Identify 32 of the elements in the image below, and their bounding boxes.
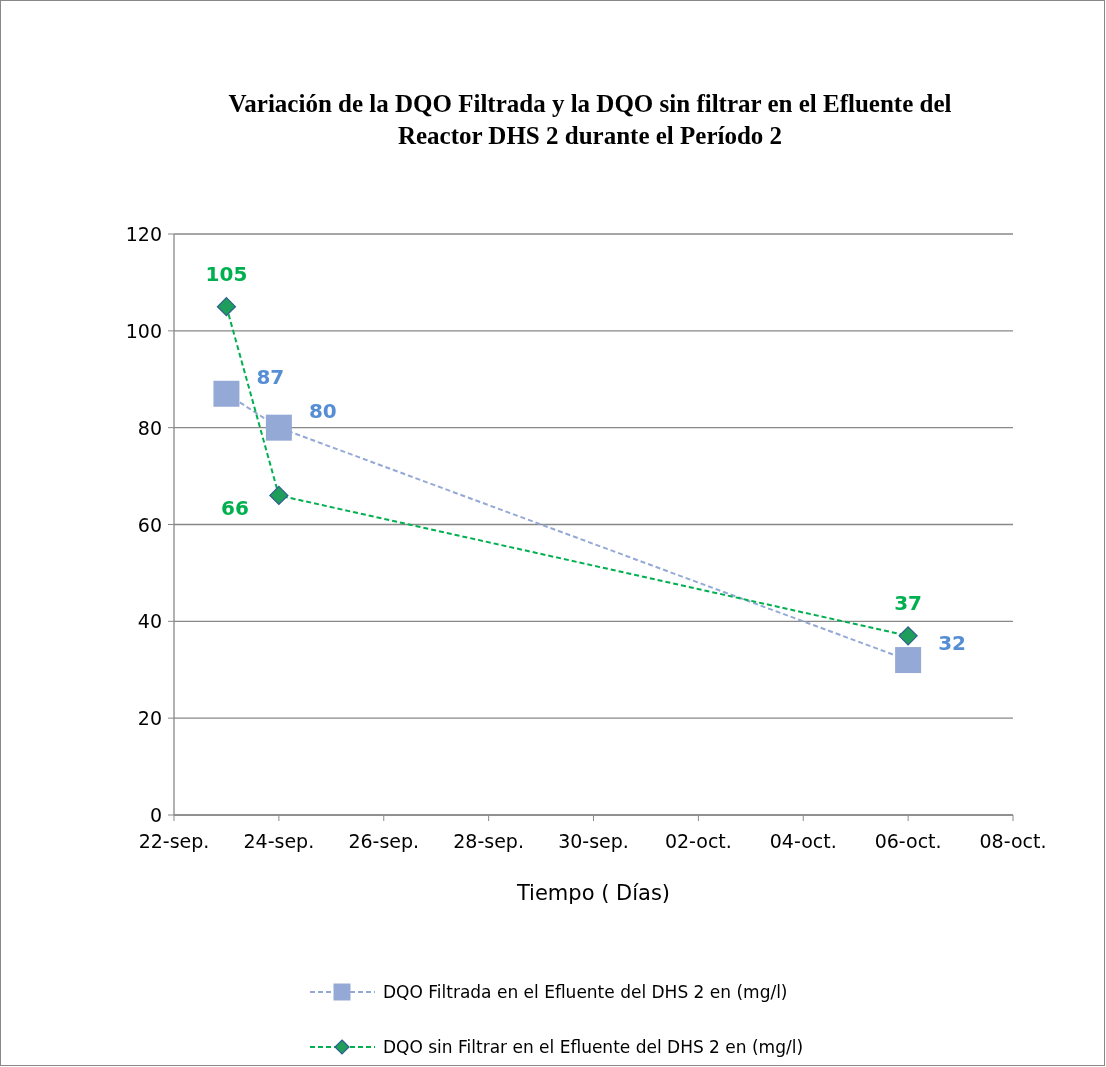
x-tick-label: 08-oct. <box>979 830 1047 852</box>
data-label: 80 <box>308 398 337 423</box>
point <box>265 414 292 441</box>
point <box>216 297 237 317</box>
y-tick-label: 0 <box>149 804 162 826</box>
x-tick-label: 04-oct. <box>769 830 837 852</box>
y-tick-label: 60 <box>137 513 162 536</box>
point <box>898 626 918 646</box>
legend-label: DQO Filtrada en el Efluente del DHS 2 en (mg/l) <box>383 982 788 1002</box>
y-tick-label: 100 <box>125 319 162 342</box>
y-tick-label: 80 <box>137 416 162 439</box>
x-tick-label: 06-oct. <box>874 830 942 852</box>
chart-title: Variación de la DQO Filtrada y la DQO sin filtrar en el Efluente del Reactor DHS 2 durante el Período 2 <box>228 90 952 149</box>
x-tick-label: 28-sep. <box>453 830 524 852</box>
y-tick-label: 20 <box>137 707 162 730</box>
x-tick-label: 26-sep. <box>348 830 420 852</box>
x-tick-label: 30-sep. <box>558 830 629 852</box>
x-axis-title: Tiempo ( Días) <box>515 881 671 905</box>
point <box>895 647 922 674</box>
data-label: 87 <box>256 364 285 389</box>
y-tick-label: 40 <box>137 610 162 633</box>
data-label: 66 <box>221 496 249 521</box>
data-label: 37 <box>894 590 923 615</box>
point <box>213 380 240 407</box>
point <box>269 485 289 506</box>
x-tick-label: 22-sep. <box>138 830 210 852</box>
x-tick-label: 02-oct. <box>664 830 732 852</box>
x-tick-label: 24-sep. <box>243 830 315 852</box>
y-tick-label: 120 <box>125 223 162 245</box>
legend-label: DQO sin Filtrar en el Efluente del DHS 2 en (mg/l) <box>383 1037 804 1057</box>
data-label: 32 <box>938 631 966 656</box>
data-label: 105 <box>205 261 248 286</box>
